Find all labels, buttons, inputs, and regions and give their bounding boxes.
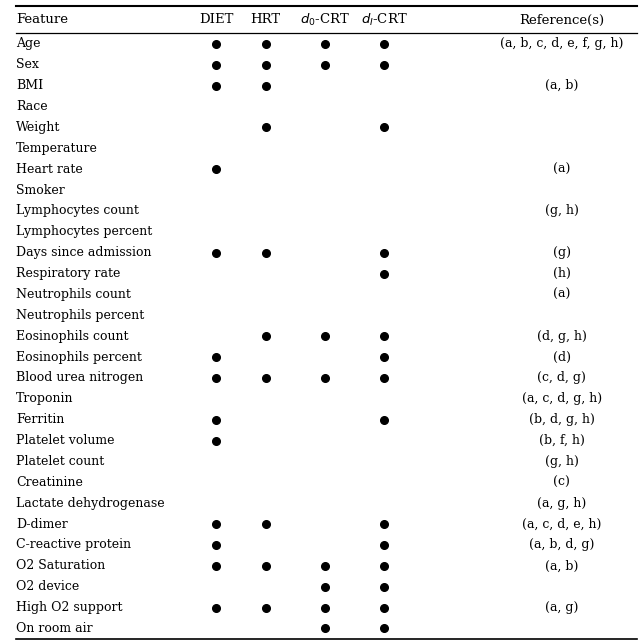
Text: Lymphocytes count: Lymphocytes count <box>16 204 139 218</box>
Text: O2 device: O2 device <box>16 580 79 593</box>
Text: Neutrophils percent: Neutrophils percent <box>16 308 144 322</box>
Text: (c): (c) <box>554 476 570 489</box>
Text: (a, c, d, g, h): (a, c, d, g, h) <box>522 392 602 405</box>
Text: (a, b): (a, b) <box>545 559 579 573</box>
Text: Days since admission: Days since admission <box>16 246 152 259</box>
Text: (d): (d) <box>553 350 571 364</box>
Text: Neutrophils count: Neutrophils count <box>16 288 131 301</box>
Text: D-dimer: D-dimer <box>16 518 68 531</box>
Text: (a, c, d, e, h): (a, c, d, e, h) <box>522 518 602 531</box>
Text: Race: Race <box>16 100 47 113</box>
Text: Blood urea nitrogen: Blood urea nitrogen <box>16 372 143 384</box>
Text: High O2 support: High O2 support <box>16 601 122 614</box>
Text: O2 Saturation: O2 Saturation <box>16 559 105 573</box>
Text: (b, f, h): (b, f, h) <box>539 434 585 447</box>
Text: (a): (a) <box>553 163 571 176</box>
Text: Reference(s): Reference(s) <box>519 14 605 26</box>
Text: BMI: BMI <box>16 79 43 92</box>
Text: Smoker: Smoker <box>16 184 65 196</box>
Text: DIET: DIET <box>199 14 234 26</box>
Text: Eosinophils count: Eosinophils count <box>16 330 129 343</box>
Text: Lymphocytes percent: Lymphocytes percent <box>16 225 152 238</box>
Text: (c, d, g): (c, d, g) <box>538 372 586 384</box>
Text: (d, g, h): (d, g, h) <box>537 330 587 343</box>
Text: (g): (g) <box>553 246 571 259</box>
Text: Troponin: Troponin <box>16 392 74 405</box>
Text: (h): (h) <box>553 267 571 280</box>
Text: Platelet volume: Platelet volume <box>16 434 115 447</box>
Text: Heart rate: Heart rate <box>16 163 83 176</box>
Text: Eosinophils percent: Eosinophils percent <box>16 350 142 364</box>
Text: $d_I$-CRT: $d_I$-CRT <box>361 12 407 28</box>
Text: (g, h): (g, h) <box>545 455 579 468</box>
Text: (a, b, d, g): (a, b, d, g) <box>529 538 595 551</box>
Text: (a): (a) <box>553 288 571 301</box>
Text: (a, b, c, d, e, f, g, h): (a, b, c, d, e, f, g, h) <box>500 37 623 50</box>
Text: Sex: Sex <box>16 59 39 71</box>
Text: Ferritin: Ferritin <box>16 413 65 426</box>
Text: Temperature: Temperature <box>16 142 98 155</box>
Text: Lactate dehydrogenase: Lactate dehydrogenase <box>16 497 164 509</box>
Text: $d_0$-CRT: $d_0$-CRT <box>300 12 350 28</box>
Text: (a, g, h): (a, g, h) <box>538 497 586 509</box>
Text: Creatinine: Creatinine <box>16 476 83 489</box>
Text: Weight: Weight <box>16 121 60 134</box>
Text: Platelet count: Platelet count <box>16 455 104 468</box>
Text: (a, g): (a, g) <box>545 601 579 614</box>
Text: Respiratory rate: Respiratory rate <box>16 267 120 280</box>
Text: C-reactive protein: C-reactive protein <box>16 538 131 551</box>
Text: (g, h): (g, h) <box>545 204 579 218</box>
Text: HRT: HRT <box>250 14 281 26</box>
Text: (a, b): (a, b) <box>545 79 579 92</box>
Text: (b, d, g, h): (b, d, g, h) <box>529 413 595 426</box>
Text: Age: Age <box>16 37 40 50</box>
Text: On room air: On room air <box>16 622 93 635</box>
Text: Feature: Feature <box>16 14 68 26</box>
